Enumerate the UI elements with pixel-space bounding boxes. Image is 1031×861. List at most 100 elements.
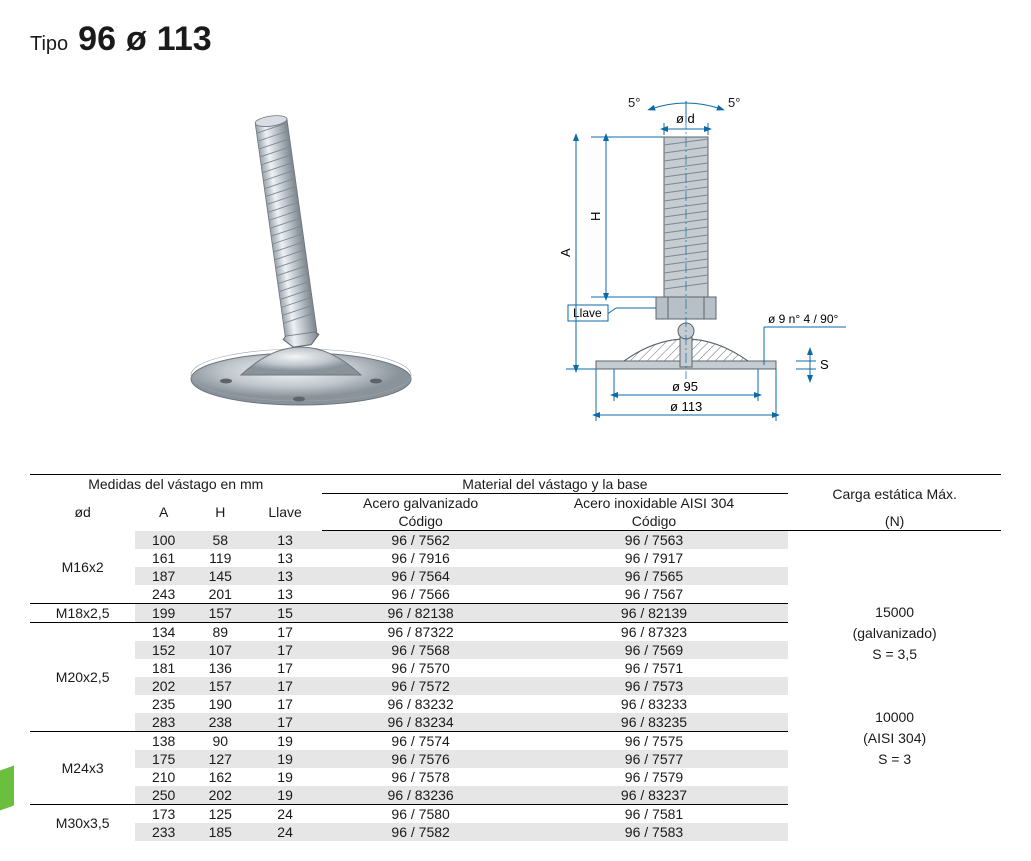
cell: 96 / 7581	[520, 805, 789, 824]
cell: 96 / 83233	[520, 695, 789, 713]
cell: 190	[192, 695, 249, 713]
hdr-inox: Acero inoxidable AISI 304	[520, 494, 789, 513]
hdr-llave: Llave	[249, 494, 322, 531]
dim-95: ø 95	[672, 379, 698, 394]
tipo-label: Tipo	[30, 33, 68, 56]
cell: 96 / 7575	[520, 732, 789, 751]
product-photo	[156, 79, 436, 444]
dim-a: A	[558, 248, 573, 257]
page-title: Tipo 96 ø 113	[30, 20, 1001, 59]
cell: 13	[249, 567, 322, 585]
cell: 19	[249, 768, 322, 786]
cell: 96 / 83236	[322, 786, 520, 805]
cell: 96 / 7566	[322, 585, 520, 604]
cell: 96 / 7568	[322, 641, 520, 659]
cell-thread: M18x2,5	[30, 604, 135, 623]
cell: 17	[249, 659, 322, 677]
cell: 17	[249, 623, 322, 642]
cell: 152	[135, 641, 192, 659]
cell: 96 / 7916	[322, 549, 520, 567]
diam-value: 113	[157, 20, 212, 59]
hdr-load-unit: (N)	[788, 512, 1001, 531]
cell: 19	[249, 732, 322, 751]
hdr-code2: Código	[520, 512, 789, 531]
cell: 201	[192, 585, 249, 604]
cell: 243	[135, 585, 192, 604]
hdr-galv: Acero galvanizado	[322, 494, 520, 513]
cell: 96 / 7577	[520, 750, 789, 768]
cell: 58	[192, 531, 249, 550]
cell: 96 / 7563	[520, 531, 789, 550]
cell: 119	[192, 549, 249, 567]
hdr-load: Carga estática Máx.	[832, 486, 957, 502]
cell: 13	[249, 585, 322, 604]
cell: 233	[135, 823, 192, 841]
cell-thread: M16x2	[30, 531, 135, 604]
cell: 24	[249, 823, 322, 841]
cell-load: 15000(galvanizado)S = 3,510000(AISI 304)…	[788, 531, 1001, 842]
cell: 138	[135, 732, 192, 751]
cell: 96 / 7578	[322, 768, 520, 786]
cell: 96 / 7564	[322, 567, 520, 585]
cell: 283	[135, 713, 192, 732]
dim-113: ø 113	[670, 399, 702, 414]
cell: 162	[192, 768, 249, 786]
cell-thread: M24x3	[30, 732, 135, 805]
cell: 235	[135, 695, 192, 713]
cell: 13	[249, 549, 322, 567]
hdr-stem: Medidas del vástago en mm	[30, 475, 322, 494]
cell: 96 / 7579	[520, 768, 789, 786]
cell: 96 / 7572	[322, 677, 520, 695]
cell: 96 / 7562	[322, 531, 520, 550]
cell: 125	[192, 805, 249, 824]
cell: 100	[135, 531, 192, 550]
cell: 185	[192, 823, 249, 841]
cell-thread: M20x2,5	[30, 623, 135, 732]
dim-h: H	[588, 212, 603, 221]
cell: 96 / 83235	[520, 713, 789, 732]
technical-drawing: 5° 5° ø d	[496, 79, 876, 444]
cell: 96 / 7917	[520, 549, 789, 567]
cell: 96 / 7580	[322, 805, 520, 824]
cell: 210	[135, 768, 192, 786]
cell: 96 / 7569	[520, 641, 789, 659]
tipo-value: 96	[78, 20, 116, 59]
cell: 96 / 87322	[322, 623, 520, 642]
cell: 17	[249, 677, 322, 695]
hdr-A: A	[135, 494, 192, 531]
cell: 96 / 83232	[322, 695, 520, 713]
dim-s: S	[820, 357, 829, 372]
cell: 96 / 82139	[520, 604, 789, 623]
llave-label: Llave	[573, 306, 602, 320]
table-row: M16x2100581396 / 756296 / 756315000(galv…	[30, 531, 1001, 550]
diam-label: ø	[126, 20, 147, 59]
cell: 161	[135, 549, 192, 567]
cell: 136	[192, 659, 249, 677]
cell: 19	[249, 750, 322, 768]
cell: 175	[135, 750, 192, 768]
cell: 134	[135, 623, 192, 642]
cell: 96 / 83234	[322, 713, 520, 732]
hdr-H: H	[192, 494, 249, 531]
cell-thread: M30x3,5	[30, 805, 135, 842]
cell: 17	[249, 641, 322, 659]
cell: 157	[192, 677, 249, 695]
cell: 96 / 7583	[520, 823, 789, 841]
cell: 96 / 7571	[520, 659, 789, 677]
cell: 173	[135, 805, 192, 824]
cell: 96 / 82138	[322, 604, 520, 623]
cell: 15	[249, 604, 322, 623]
cell: 96 / 83237	[520, 786, 789, 805]
cell: 250	[135, 786, 192, 805]
cell: 145	[192, 567, 249, 585]
cell: 107	[192, 641, 249, 659]
page-accent-tab	[0, 765, 14, 810]
hdr-code1: Código	[322, 512, 520, 531]
cell: 96 / 7567	[520, 585, 789, 604]
angle-left: 5°	[628, 95, 640, 110]
cell: 96 / 7565	[520, 567, 789, 585]
cell: 238	[192, 713, 249, 732]
cell: 181	[135, 659, 192, 677]
cell: 17	[249, 695, 322, 713]
cell: 199	[135, 604, 192, 623]
